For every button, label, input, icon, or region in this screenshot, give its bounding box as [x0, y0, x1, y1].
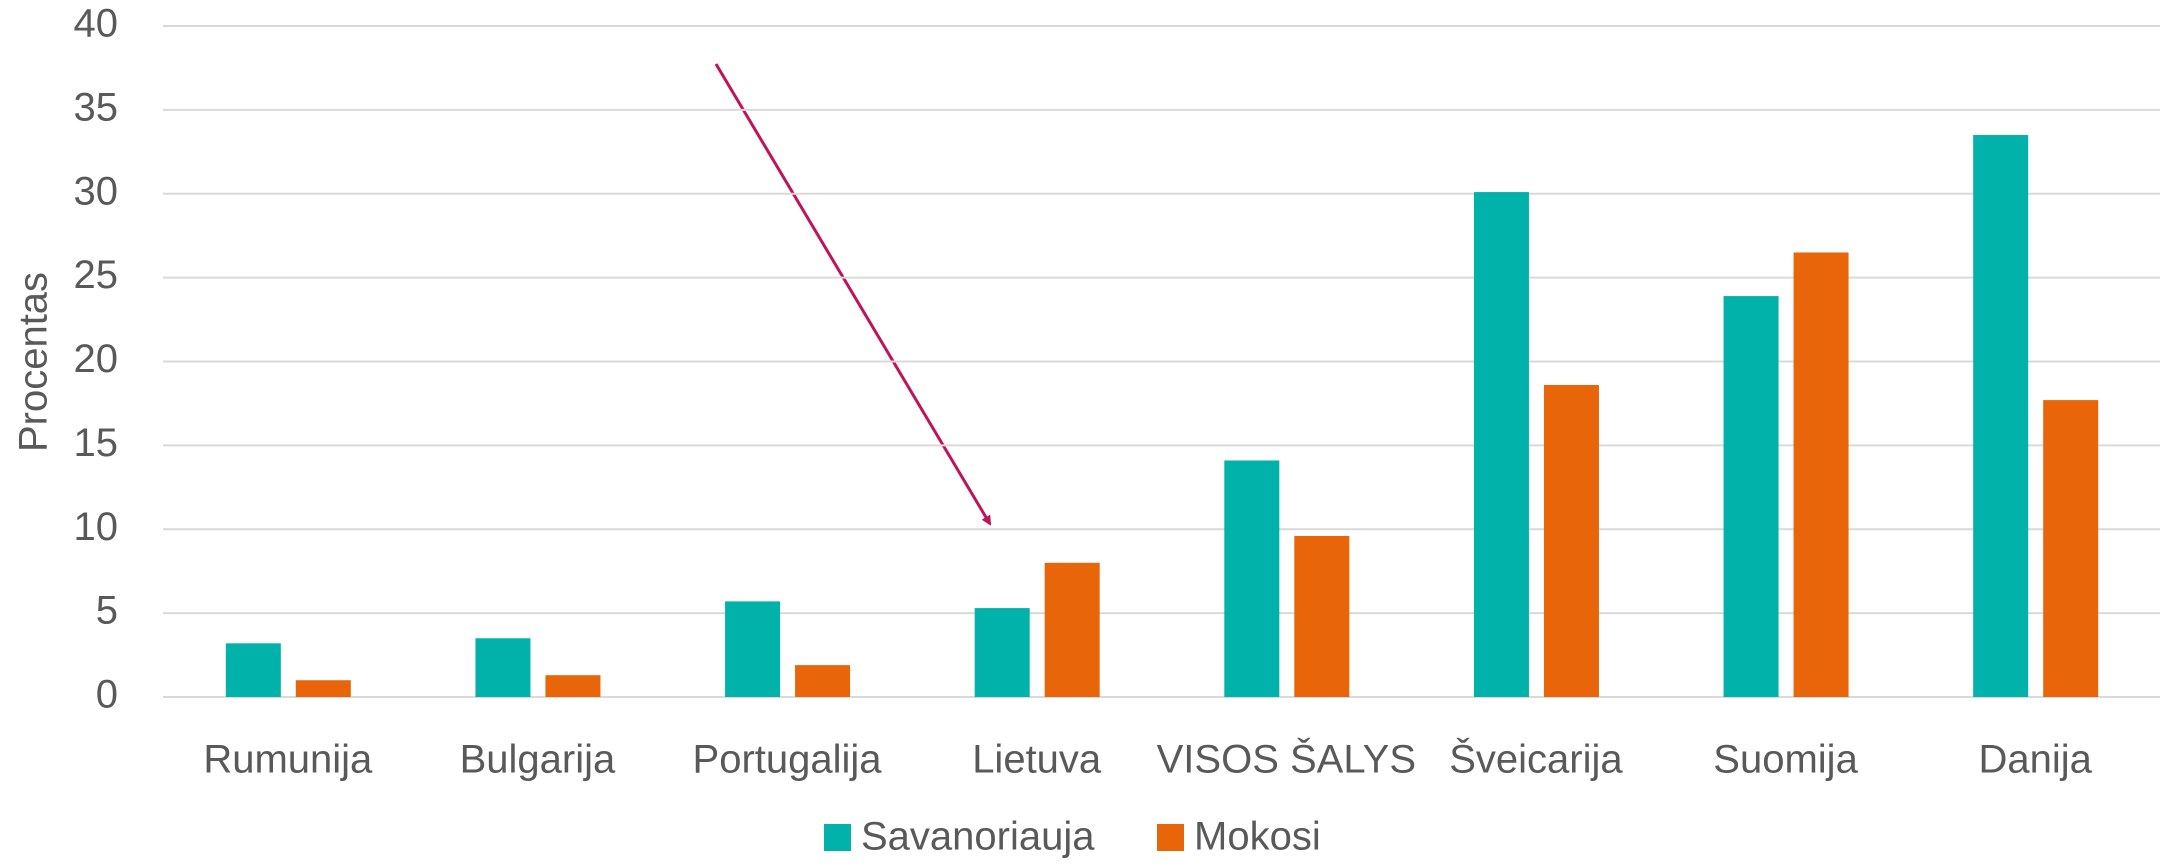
y-tick-label: 0 — [96, 673, 118, 717]
bar — [725, 601, 781, 697]
bar — [1723, 296, 1779, 697]
bar — [2043, 400, 2099, 697]
x-tick-label: Danija — [1978, 738, 2092, 782]
y-tick-label: 5 — [96, 589, 118, 633]
bar — [795, 665, 851, 697]
x-tick-label: Šveicarija — [1449, 737, 1623, 782]
legend-label: Mokosi — [1194, 815, 1321, 859]
bar — [1294, 535, 1350, 697]
legend-swatch — [824, 824, 851, 851]
x-tick-label: Bulgarija — [460, 738, 616, 782]
x-tick-label: VISOS ŠALYS — [1157, 737, 1416, 782]
bar — [1973, 135, 2029, 698]
legend-label: Savanoriauja — [861, 815, 1095, 859]
bar — [475, 638, 531, 697]
y-axis-label: Procentas — [12, 272, 56, 452]
x-tick-label: Lietuva — [972, 738, 1102, 782]
x-tick-label: Portugalija — [693, 738, 883, 782]
bar — [545, 675, 601, 697]
y-tick-label: 25 — [74, 253, 119, 297]
bar — [1543, 384, 1599, 697]
bar — [1473, 192, 1529, 697]
x-tick-label: Suomija — [1713, 738, 1858, 782]
x-tick-label: Rumunija — [203, 738, 373, 782]
bar — [1044, 562, 1100, 697]
bar — [1793, 252, 1849, 697]
bar — [225, 643, 281, 697]
y-tick-label: 40 — [74, 2, 119, 46]
y-tick-label: 35 — [74, 85, 119, 129]
y-tick-label: 20 — [74, 337, 119, 381]
y-tick-label: 30 — [74, 169, 119, 213]
bar — [974, 608, 1030, 697]
bar — [295, 680, 351, 697]
legend-swatch — [1157, 824, 1184, 851]
bar — [1224, 460, 1280, 697]
y-tick-label: 10 — [74, 505, 119, 549]
annotation-arrow — [714, 63, 992, 526]
y-tick-label: 15 — [74, 421, 119, 465]
